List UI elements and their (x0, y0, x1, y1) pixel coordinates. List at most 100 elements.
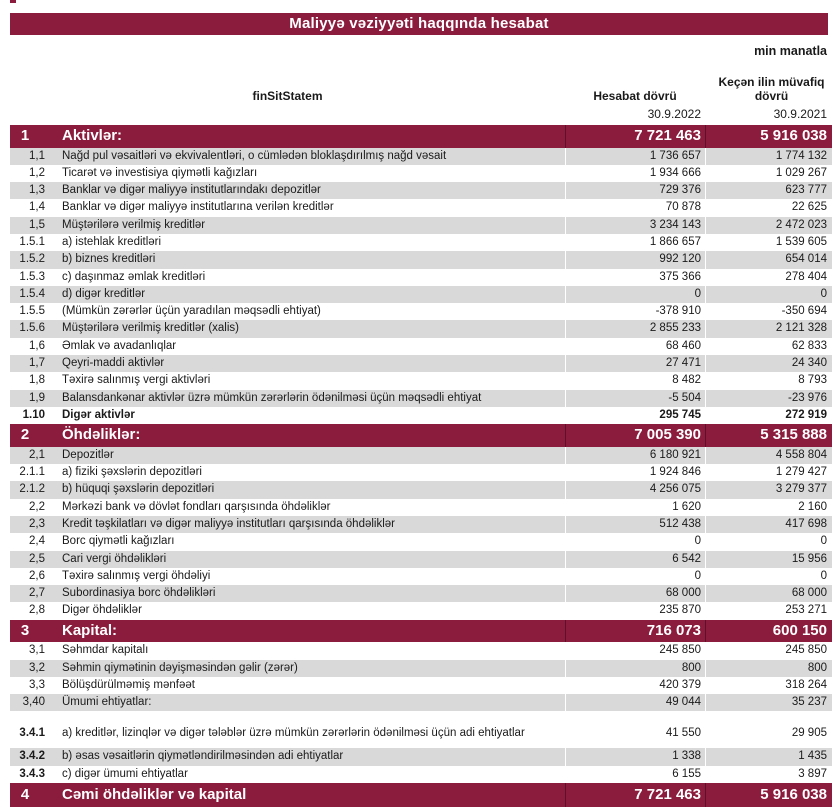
row-label: Subordinasiya borc öhdəlikləri (62, 587, 216, 600)
table-header: min manatla finSitStatem Hesabat dövrü K… (10, 35, 832, 125)
row-number: 1.5.6 (19, 322, 45, 335)
row-value-previous: 654 014 (705, 251, 832, 269)
row-value-current: 6 155 (672, 767, 701, 780)
row-number: 3.4.1 (19, 727, 45, 740)
row-label: Banklar və digər maliyyə institutlarında… (62, 184, 321, 197)
row-value-previous: 2 160 (798, 500, 827, 513)
row-number: 2,6 (29, 569, 45, 582)
table-row: 1,1 Nağd pul vəsaitləri və ekvivalentləri… (10, 147, 832, 165)
row-label: Təxirə salınmış vergi öhdəliyi (62, 569, 211, 582)
row-label: Qeyri-maddi aktivlər (62, 357, 165, 370)
unit-note: min manatla (754, 44, 827, 58)
current-period-date: 30.9.2022 (647, 107, 701, 121)
section-label: Cəmi öhdəliklər və kapital (62, 786, 247, 803)
row-value-current: 68 460 (665, 339, 701, 352)
row-value-previous: 0 (820, 569, 827, 582)
row-value-previous: 800 (705, 659, 832, 677)
table-row: 2,5 Cari vergi öhdəlikləri 6 542 15 956 (10, 550, 832, 568)
row-value-current: 4 256 075 (565, 481, 705, 499)
table-row: 3,1 Səhmdar kapitalı 245 850 245 850 (10, 642, 832, 659)
table-row: 1,5 Müştərilərə verilmiş kreditlər 3 234 1… (10, 216, 832, 234)
table-row: 2.1.2 b) hüquqi şəxslərin depozitləri 4 25… (10, 481, 832, 499)
table-row: 2,6 Təxirə salınmış vergi öhdəliyi 0 0 (10, 568, 832, 585)
row-value-previous: 245 850 (785, 644, 827, 657)
row-value-current: 8 482 (672, 374, 701, 387)
table-row: 3,2 Səhmin qiymətinin dəyişməsindən gəlir… (10, 659, 832, 677)
row-label: Kredit təşkilatları və digər maliyyə ins… (62, 517, 396, 530)
row-label: Cari vergi öhdəlikləri (62, 552, 167, 565)
table-row: 2,2 Mərkəzi bank və dövlət fondları qarşı… (10, 499, 832, 516)
row-number: 1.10 (22, 408, 45, 421)
row-value-current: -5 504 (565, 389, 705, 407)
row-label: b) biznes kreditləri (62, 253, 156, 266)
row-number: 2,2 (29, 500, 45, 513)
table-row: 2,3 Kredit təşkilatları və digər maliyyə … (10, 515, 832, 534)
row-label: a) fiziki şəxslərin depozitləri (62, 466, 202, 479)
row-number: 3,3 (29, 678, 45, 691)
row-number: 1,5 (29, 218, 45, 231)
table-row: 3,3 Bölüşdürülməmiş mənfəət 420 379 318 264 (10, 677, 832, 694)
section-header: 3 Kapital: 716 073 600 150 (10, 619, 832, 643)
table-body: 1 Aktivlər: 7 721 463 5 916 038 1,1 Nağd pul … (10, 125, 832, 807)
row-number: 1,6 (29, 339, 45, 352)
column-header-name: finSitStatem (252, 89, 323, 103)
row-label: Müştərilərə verilmiş kreditlər (62, 218, 206, 231)
row-label: Bölüşdürülməmiş mənfəət (62, 678, 195, 691)
row-value-previous: -350 694 (781, 305, 827, 318)
row-number: 1.5.4 (19, 287, 45, 300)
section-value-previous: 5 916 038 (705, 783, 832, 807)
section-value-previous: 5 315 888 (705, 424, 832, 447)
row-label: Balansdankənar aktivlər üzrə mümkün zərə… (62, 391, 482, 404)
row-label: Təxirə salınmış vergi aktivləri (62, 374, 211, 387)
row-label: (Mümkün zərərlər üçün yaradılan məqsədli… (62, 305, 321, 318)
table-row: 3.4.2 b) əsas vəsaitlərin qiymətləndirilm… (10, 748, 832, 766)
row-label: c) daşınmaz əmlak kreditləri (62, 270, 206, 283)
row-value-previous: 2 121 328 (705, 320, 832, 338)
row-label: Banklar və digər maliyyə institutlarına … (62, 201, 334, 214)
row-number: 1.5.5 (19, 305, 45, 318)
row-number: 3.4.3 (19, 767, 45, 780)
row-value-current: 6 542 (565, 550, 705, 568)
row-value-previous: 278 404 (785, 270, 827, 283)
row-number: 2.1.1 (19, 466, 45, 479)
table-row: 2,7 Subordinasiya borc öhdəlikləri 68 000 6… (10, 585, 832, 603)
row-label: Ticarət və investisiya qiymətli kağızlar… (62, 166, 258, 179)
row-value-current: -378 910 (655, 305, 701, 318)
row-value-previous: 29 905 (791, 727, 827, 740)
table-row: 1.5.2 b) biznes kreditləri 992 120 654 014 (10, 251, 832, 269)
table-row: 2,8 Digər öhdəliklər 235 870 253 271 (10, 602, 832, 619)
row-value-current: 68 000 (565, 585, 705, 603)
column-header-previous-period: Keçən ilin müvafiq dövrü (718, 75, 825, 103)
row-number: 1,1 (29, 149, 45, 162)
row-value-previous: -23 976 (705, 389, 832, 407)
section-value-previous: 5 916 038 (705, 125, 832, 148)
row-number: 1,2 (29, 166, 45, 179)
table-row: 1,7 Qeyri-maddi aktivlər 27 471 24 340 (10, 355, 832, 373)
row-value-current: 1 934 666 (649, 166, 701, 179)
section-label: Öhdəliklər: (62, 426, 141, 444)
row-label: Müştərilərə verilmiş kreditlər (xalis) (62, 322, 239, 335)
row-label: b) əsas vəsaitlərin qiymətləndirilməsind… (62, 750, 344, 763)
row-value-previous: 1 435 (705, 748, 832, 766)
row-label: Nağd pul vəsaitləri və ekvivalentləri, o… (62, 149, 447, 162)
row-value-previous: 35 237 (705, 694, 832, 712)
row-value-previous: 24 340 (705, 355, 832, 373)
row-value-current: 512 438 (565, 515, 705, 534)
table-row: 2,4 Borc qiymətli kağızları 0 0 (10, 533, 832, 550)
table-row: 3.4.1 a) kreditlər, lizinqlər və digər tə… (10, 719, 832, 748)
row-number: 1.5.2 (19, 253, 45, 266)
row-value-previous: 417 698 (705, 515, 832, 534)
row-value-current: 0 (565, 285, 705, 304)
row-number: 1,7 (29, 357, 45, 370)
row-number: 2,1 (29, 448, 45, 461)
row-value-previous: 22 625 (791, 201, 827, 214)
row-value-previous: 8 793 (798, 374, 827, 387)
row-value-current: 27 471 (565, 355, 705, 373)
section-number: 2 (20, 426, 30, 444)
table-row: 1.5.6 Müştərilərə verilmiş kreditlər (xal… (10, 320, 832, 338)
table-row: 1.5.5 (Mümkün zərərlər üçün yaradılan məq… (10, 303, 832, 320)
row-number: 1,9 (29, 391, 45, 404)
table-row: 1,6 Əmlak və avadanlıqlar 68 460 62 833 (10, 338, 832, 355)
section-number: 1 (20, 127, 30, 144)
row-value-previous: 0 (820, 535, 827, 548)
